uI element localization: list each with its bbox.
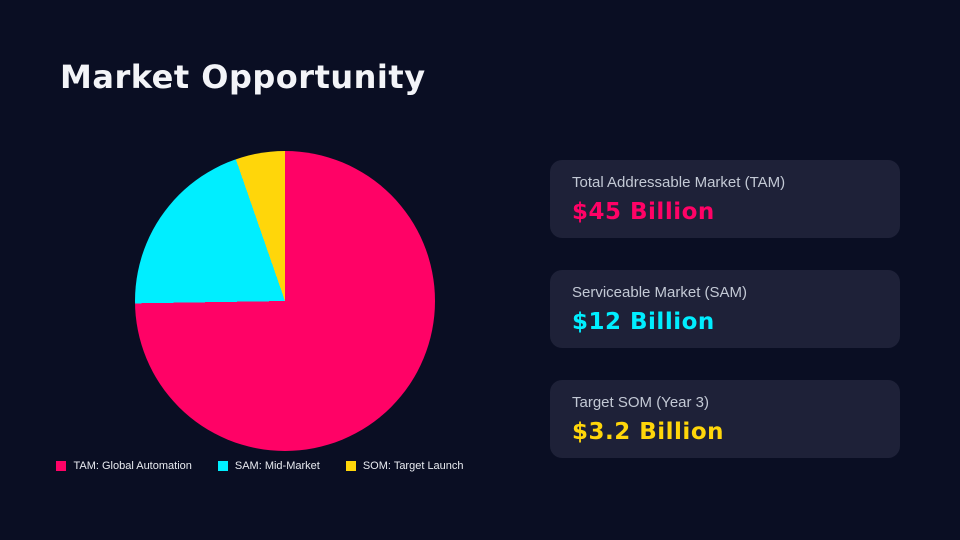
chart-legend: TAM: Global Automation SAM: Mid-Market S… — [56, 460, 464, 472]
card-sam-value: $12 Billion — [572, 309, 715, 335]
card-som-label: Target SOM (Year 3) — [572, 394, 709, 411]
pie-chart — [135, 151, 435, 451]
market-cards: Total Addressable Market (TAM) $45 Billi… — [550, 160, 900, 458]
legend-item-tam: TAM: Global Automation — [56, 460, 192, 472]
legend-item-som: SOM: Target Launch — [345, 460, 464, 472]
sam-swatch-icon — [217, 461, 228, 471]
page-title: Market Opportunity — [60, 58, 426, 96]
legend-label-sam: SAM: Mid-Market — [234, 460, 320, 472]
tam-swatch-icon — [56, 461, 67, 471]
card-tam: Total Addressable Market (TAM) $45 Billi… — [550, 160, 900, 238]
legend-label-tam: TAM: Global Automation — [73, 460, 192, 472]
card-som-value: $3.2 Billion — [572, 419, 724, 445]
card-sam-label: Serviceable Market (SAM) — [572, 284, 748, 301]
legend-label-som: SOM: Target Launch — [362, 460, 464, 472]
card-som: Target SOM (Year 3) $3.2 Billion — [550, 380, 900, 458]
som-swatch-icon — [345, 461, 356, 471]
card-sam: Serviceable Market (SAM) $12 Billion — [550, 270, 900, 348]
pie-chart-area: TAM: Global Automation SAM: Mid-Market S… — [56, 150, 510, 490]
legend-item-sam: SAM: Mid-Market — [217, 460, 320, 472]
card-tam-label: Total Addressable Market (TAM) — [572, 174, 786, 191]
card-tam-value: $45 Billion — [572, 199, 715, 225]
